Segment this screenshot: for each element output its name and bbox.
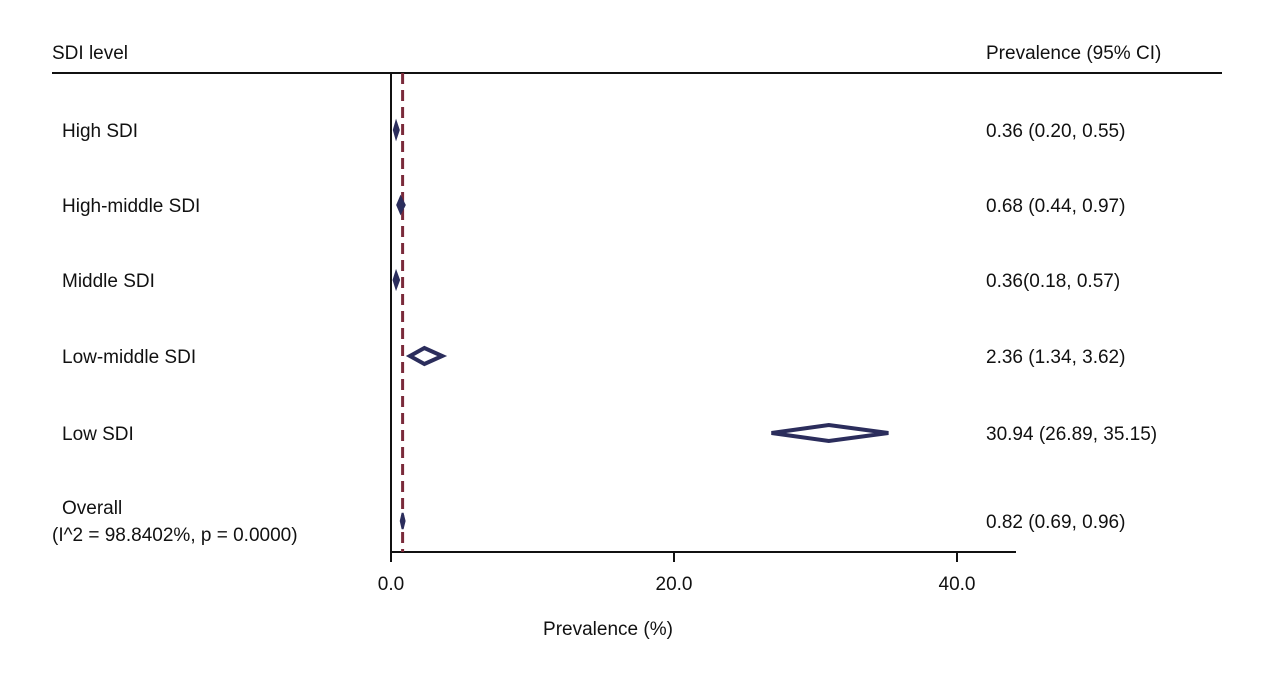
row-ci-text: 30.94 (26.89, 35.15) — [986, 424, 1157, 445]
estimate-diamond — [399, 512, 406, 530]
estimate-diamond — [405, 345, 448, 367]
header-right: Prevalence (95% CI) — [986, 43, 1161, 64]
estimate-diamond — [396, 194, 406, 216]
row-label: Low-middle SDI — [62, 347, 196, 368]
row-ci-text: 2.36 (1.34, 3.62) — [986, 347, 1125, 368]
row-ci-text: 0.36 (0.20, 0.55) — [986, 121, 1125, 142]
row-sublabel: (I^2 = 98.8402%, p = 0.0000) — [52, 525, 298, 546]
x-tick-label: 20.0 — [656, 574, 693, 595]
estimate-diamond — [392, 268, 401, 292]
row-ci-text: 0.82 (0.69, 0.96) — [986, 512, 1125, 533]
row-label: High-middle SDI — [62, 196, 200, 217]
estimate-diamond — [392, 118, 400, 142]
row-label: High SDI — [62, 121, 138, 142]
x-axis-title: Prevalence (%) — [543, 619, 673, 640]
estimate-diamond — [771, 422, 889, 444]
x-tick-label: 0.0 — [378, 574, 404, 595]
row-label: Middle SDI — [62, 271, 155, 292]
x-tick-label: 40.0 — [939, 574, 976, 595]
row-ci-text: 0.36(0.18, 0.57) — [986, 271, 1120, 292]
row-label: Overall — [62, 498, 122, 519]
header-left: SDI level — [52, 43, 128, 64]
row-ci-text: 0.68 (0.44, 0.97) — [986, 196, 1125, 217]
row-label: Low SDI — [62, 424, 134, 445]
